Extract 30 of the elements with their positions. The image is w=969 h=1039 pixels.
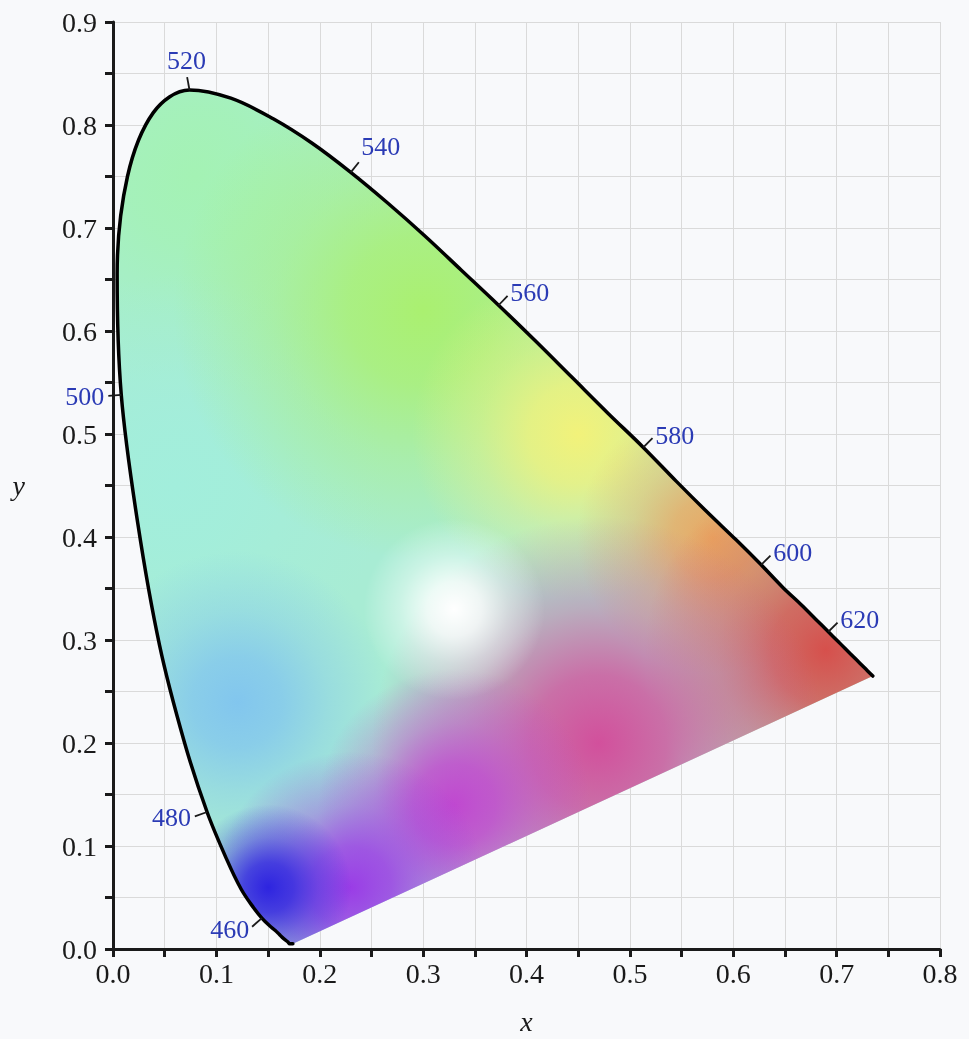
y-tick-label: 0.3 (62, 624, 97, 656)
annotation: 520 (166, 45, 206, 75)
y-tick-label: 0.0 (62, 933, 97, 965)
annotation: 560 (510, 278, 550, 308)
y-tick-label: 0.8 (62, 109, 97, 141)
y-tick-label: 0.2 (62, 727, 97, 759)
y-tick-label: 0.6 (62, 315, 97, 347)
x-tick-label: 0.5 (612, 957, 648, 989)
y-tick-label: 0.1 (62, 830, 97, 862)
annotation: 460 (210, 914, 250, 944)
y-tick-label: 0.4 (62, 521, 97, 553)
x-tick-label: 0.7 (819, 957, 855, 989)
x-tick-label: 0.1 (198, 957, 234, 989)
x-tick-label: 0.3 (405, 957, 441, 989)
annotation: 540 (361, 131, 401, 161)
x-tick-label: 0.2 (302, 957, 338, 989)
x-tick-label: 0.8 (922, 957, 958, 989)
annotation: 500 (65, 381, 105, 411)
x-axis-title: x (519, 1005, 534, 1037)
x-tick-label: 0.0 (95, 957, 131, 989)
annotation: 600 (773, 538, 813, 568)
annotation: 620 (840, 605, 880, 635)
x-tick-label: 0.6 (715, 957, 751, 989)
y-axis-title: y (9, 470, 26, 501)
annotation: 580 (655, 420, 695, 450)
annotation: 480 (152, 803, 192, 833)
y-tick-label: 0.7 (62, 212, 97, 244)
y-tick-label: 0.5 (62, 418, 97, 450)
x-tick-label: 0.4 (509, 957, 544, 989)
y-tick-label: 0.9 (62, 6, 97, 38)
